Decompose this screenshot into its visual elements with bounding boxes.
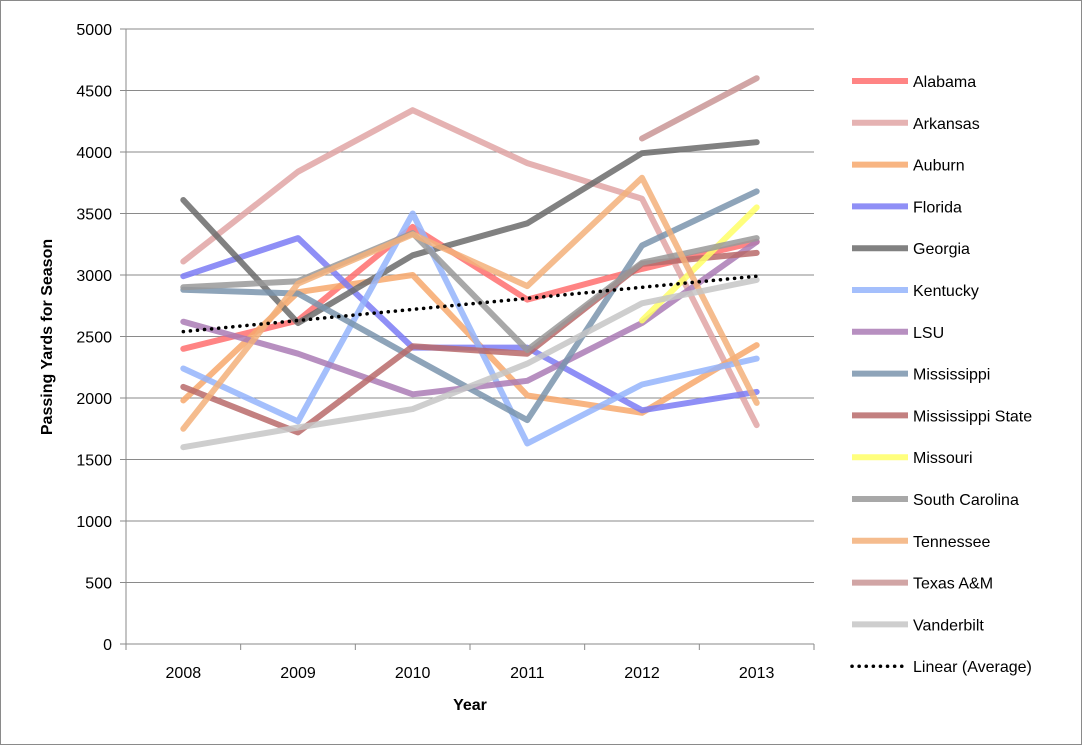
y-tick-label: 1000 — [76, 514, 112, 531]
y-tick-label: 3500 — [76, 207, 112, 224]
series-line-vanderbilt — [180, 276, 760, 451]
legend: Alabama Arkansas Auburn Florida Georgia Kentu… — [850, 74, 1032, 676]
y-axis-title: Passing Yards for Season — [39, 239, 56, 435]
x-tick-labels: 2008 2009 2010 2011 2012 2013 — [166, 665, 775, 682]
legend-label-georgia: Georgia — [913, 241, 970, 258]
x-tick-label: 2011 — [510, 665, 545, 682]
x-axis-title: Year — [453, 697, 487, 714]
series-line-georgia — [180, 139, 760, 326]
series-line-texas-aandm — [639, 75, 760, 142]
legend-label-tennessee: Tennessee — [913, 534, 990, 551]
y-tick-label: 2000 — [76, 391, 112, 408]
legend-label-missouri: Missouri — [913, 450, 973, 467]
axes — [120, 28, 815, 650]
legend-label-kentucky: Kentucky — [913, 283, 979, 300]
series-line-tennessee — [180, 174, 760, 432]
x-tick-label: 2010 — [395, 665, 431, 682]
x-tick-label: 2012 — [624, 665, 660, 682]
legend-label-lsu: LSU — [913, 325, 944, 342]
legend-label-mississippi: Mississippi — [913, 367, 990, 384]
y-tick-label: 3000 — [76, 268, 112, 285]
y-tick-label: 4500 — [76, 84, 112, 101]
legend-label-texas-aandm: Texas A&M — [913, 576, 993, 593]
series-line-mississippi-state — [180, 249, 760, 436]
legend-label-alabama: Alabama — [913, 74, 976, 91]
y-tick-label: 5000 — [76, 22, 112, 39]
x-tick-label: 2013 — [739, 665, 775, 682]
legend-label-auburn: Auburn — [913, 158, 965, 175]
legend-label-vanderbilt: Vanderbilt — [913, 617, 984, 634]
gridlines — [126, 28, 814, 583]
legend-label-linear-average: Linear (Average) — [913, 659, 1032, 676]
y-tick-label: 0 — [103, 637, 112, 654]
y-tick-label: 2500 — [76, 330, 112, 347]
legend-label-arkansas: Arkansas — [913, 116, 980, 133]
y-tick-labels: 0 500 1000 1500 2000 2500 3000 3500 4000 4500 5000 — [76, 22, 112, 654]
x-tick-label: 2008 — [166, 665, 202, 682]
y-tick-label: 500 — [85, 576, 112, 593]
series-lines — [180, 75, 760, 451]
y-tick-label: 1500 — [76, 453, 112, 470]
legend-label-south-carolina: South Carolina — [913, 492, 1019, 509]
legend-label-mississippi-state: Mississippi State — [913, 408, 1032, 425]
legend-label-florida: Florida — [913, 199, 962, 216]
x-tick-label: 2009 — [280, 665, 316, 682]
series-line-south-carolina — [180, 230, 760, 353]
series-line-kentucky — [180, 210, 760, 447]
y-tick-label: 4000 — [76, 145, 112, 162]
